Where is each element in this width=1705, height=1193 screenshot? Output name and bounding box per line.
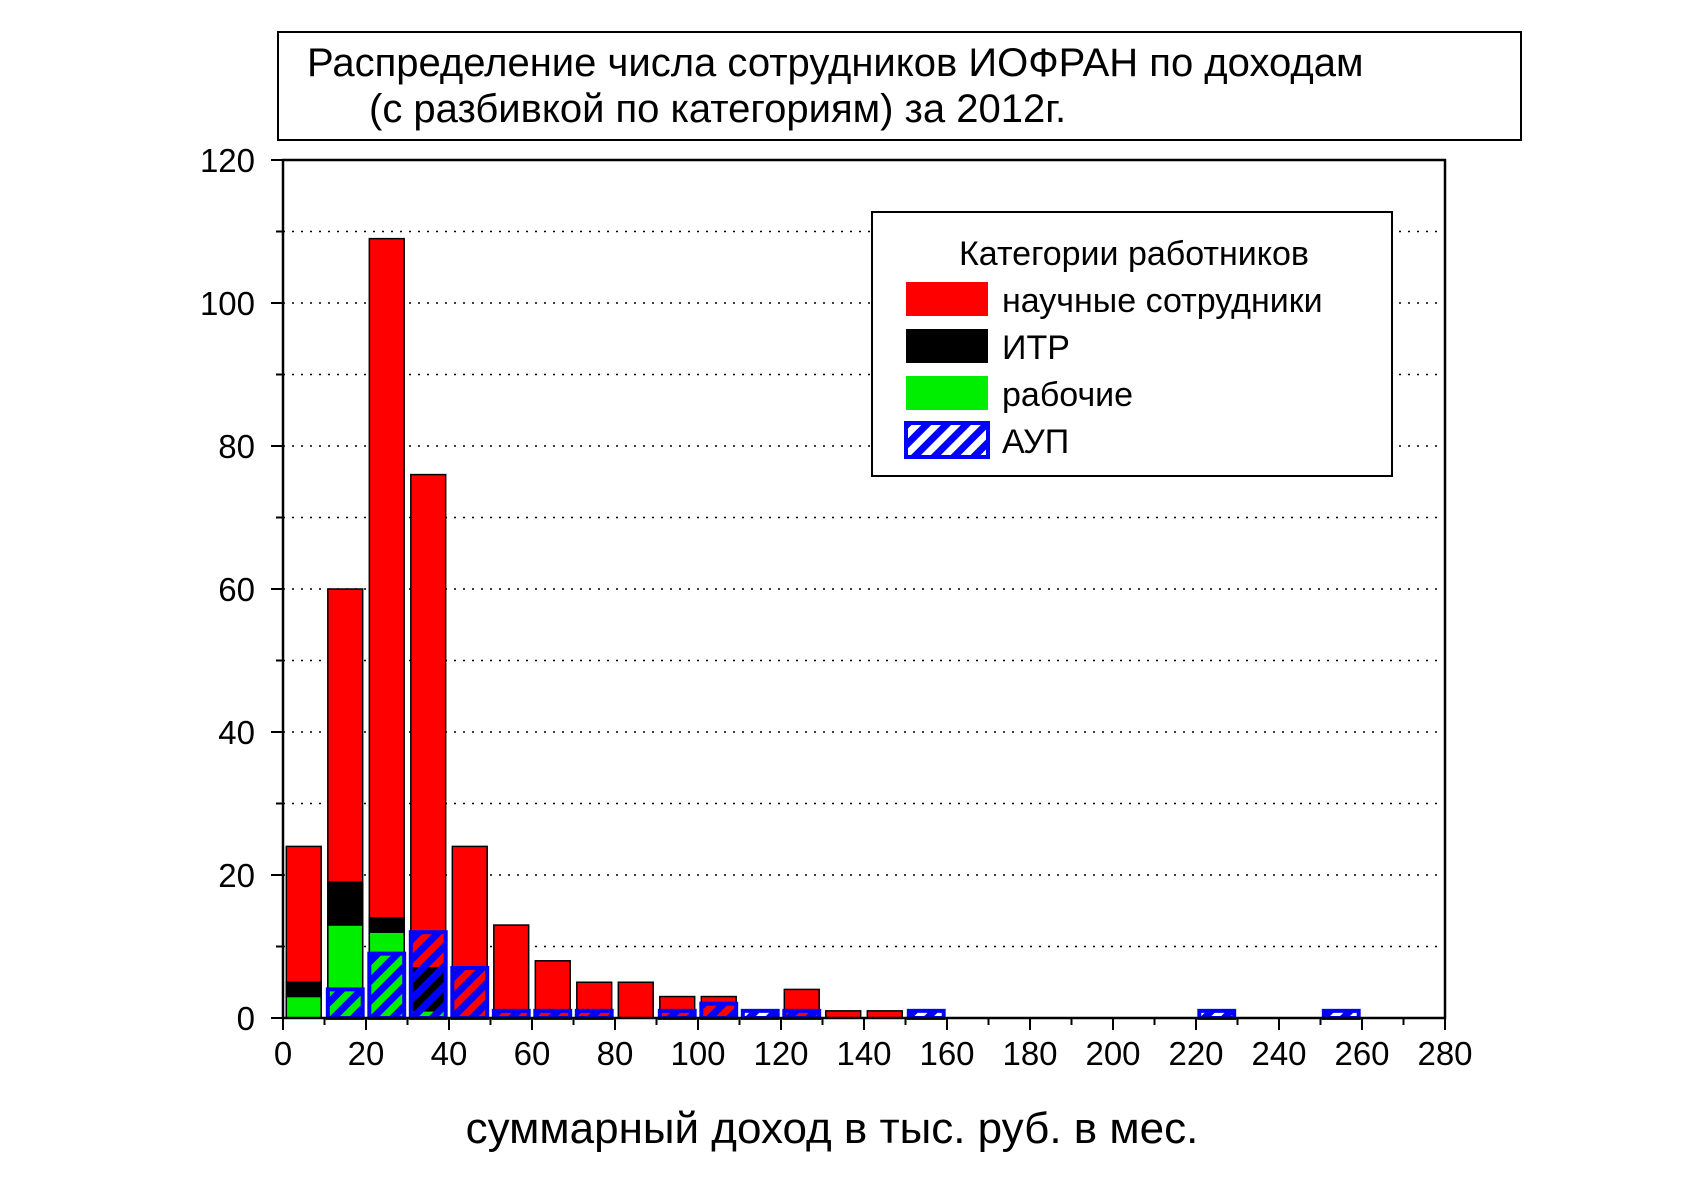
x-axis-label: суммарный доход в тыс. руб. в мес. bbox=[466, 1104, 1199, 1153]
x-tick-label: 200 bbox=[1085, 1035, 1140, 1072]
x-axis-ticks: 0 20 40 60 80 100 120 140 160 180 200 220 240 260 280 bbox=[274, 1018, 1473, 1072]
chart-title-line2: (с разбивкой по категориям) за 2012г. bbox=[369, 87, 1067, 131]
legend-label: научные сотрудники bbox=[1002, 282, 1323, 320]
legend-swatch bbox=[904, 421, 990, 459]
bar-scientists bbox=[368, 237, 405, 1019]
x-tick-label: 40 bbox=[431, 1035, 468, 1072]
legend-swatch bbox=[906, 282, 988, 316]
bars-group bbox=[285, 237, 1361, 1021]
bar-aup bbox=[325, 987, 365, 1021]
legend-item-workers: рабочие bbox=[906, 376, 1133, 414]
bar-scientists bbox=[493, 924, 530, 1019]
y-axis-ticks: 0 20 40 60 80 100 120 bbox=[200, 142, 283, 1037]
legend-item-itr: ИТР bbox=[906, 329, 1070, 367]
x-tick-label: 20 bbox=[348, 1035, 385, 1072]
legend-items: научные сотрудники ИТР рабочие АУП bbox=[904, 282, 1323, 461]
x-tick-label: 220 bbox=[1168, 1035, 1223, 1072]
bar-aup bbox=[450, 965, 490, 1021]
x-tick-label: 140 bbox=[836, 1035, 891, 1072]
legend-item-aup: АУП bbox=[904, 421, 1069, 461]
legend-label: ИТР bbox=[1002, 329, 1070, 367]
legend-title: Категории работников bbox=[959, 235, 1309, 273]
bar-aup bbox=[408, 930, 448, 1021]
legend-swatch bbox=[906, 329, 988, 363]
bar-aup bbox=[699, 1001, 739, 1021]
y-tick-label: 60 bbox=[218, 571, 255, 608]
x-tick-label: 120 bbox=[753, 1035, 808, 1072]
x-tick-label: 60 bbox=[514, 1035, 551, 1072]
chart-title-line1: Распределение числа сотрудников ИОФРАН п… bbox=[307, 41, 1364, 85]
x-tick-label: 100 bbox=[670, 1035, 725, 1072]
bar-scientists bbox=[410, 473, 447, 1019]
x-tick-label: 180 bbox=[1002, 1035, 1057, 1072]
x-tick-label: 260 bbox=[1334, 1035, 1389, 1072]
y-tick-label: 100 bbox=[200, 285, 255, 322]
x-tick-label: 240 bbox=[1251, 1035, 1306, 1072]
y-tick-label: 40 bbox=[218, 714, 255, 751]
legend-label: АУП bbox=[1002, 423, 1069, 461]
bar-workers bbox=[285, 995, 322, 1019]
x-tick-label: 280 bbox=[1417, 1035, 1472, 1072]
bar-scientists bbox=[534, 960, 571, 1019]
y-tick-label: 80 bbox=[218, 428, 255, 465]
bar-scientists bbox=[617, 981, 654, 1019]
y-tick-label: 20 bbox=[218, 857, 255, 894]
y-tick-label: 120 bbox=[200, 142, 255, 179]
chart-title-box: Распределение числа сотрудников ИОФРАН п… bbox=[277, 31, 1522, 141]
legend-item-scientists: научные сотрудники bbox=[906, 282, 1323, 320]
x-tick-label: 160 bbox=[919, 1035, 974, 1072]
x-tick-label: 0 bbox=[274, 1035, 292, 1072]
legend-label: рабочие bbox=[1002, 376, 1133, 414]
bar-aup bbox=[367, 951, 407, 1021]
legend: Категории работников научные сотрудники И… bbox=[871, 211, 1393, 477]
legend-swatch bbox=[906, 376, 988, 410]
x-tick-label: 80 bbox=[597, 1035, 634, 1072]
y-tick-label: 0 bbox=[237, 1000, 255, 1037]
